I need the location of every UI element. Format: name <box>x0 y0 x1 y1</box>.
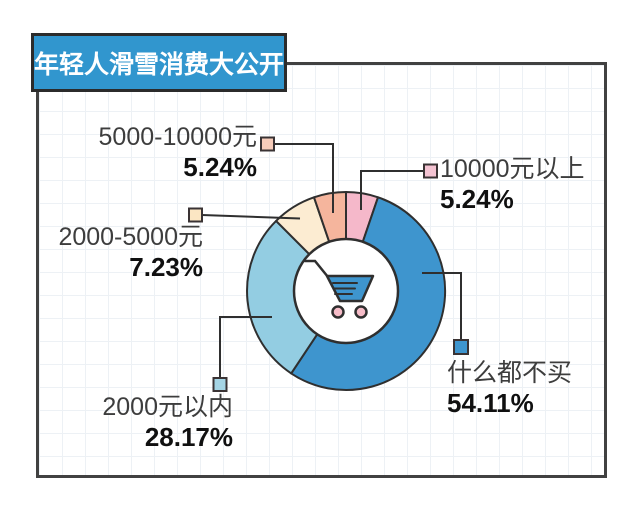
shopping-cart-icon <box>303 259 375 319</box>
callout-10000-plus: 10000元以上 5.24% <box>440 155 585 215</box>
callout-line-under-2000 <box>219 316 272 378</box>
callout-percent: 5.24% <box>183 152 257 182</box>
callout-label: 10000元以上 <box>440 155 585 183</box>
callout-label: 什么都不买 <box>447 359 573 387</box>
cart-wheel-left <box>331 305 345 319</box>
cart-wheel-right <box>354 305 368 319</box>
callout-percent: 28.17% <box>144 422 233 452</box>
callout-percent: 7.23% <box>129 252 203 282</box>
marker-buy-nothing-icon <box>453 339 469 355</box>
callout-5000-10000: 5000-10000元 5.24% <box>58 123 257 183</box>
page-title: 年轻人滑雪消费大公开 <box>34 50 285 79</box>
callout-line-5000-10000 <box>274 143 334 213</box>
marker-under-2000-icon <box>212 377 228 392</box>
callout-2000-5000: 2000-5000元 7.23% <box>55 223 203 283</box>
callout-label: 5000-10000元 <box>98 123 257 151</box>
callout-buy-nothing: 什么都不买 54.11% <box>447 359 572 419</box>
callout-label: 2000元以内 <box>102 393 233 421</box>
title-badge: 年轻人滑雪消费大公开 <box>31 33 287 92</box>
marker-5000-10000-icon <box>260 136 275 152</box>
marker-10000-plus-icon <box>423 163 438 179</box>
callout-line-buy-nothing <box>422 272 462 340</box>
callout-percent: 5.24% <box>440 184 514 214</box>
callout-line-10000-plus <box>360 170 424 210</box>
callout-line-2000-5000 <box>201 214 301 220</box>
callout-percent: 54.11% <box>447 388 534 418</box>
marker-2000-5000-icon <box>188 207 203 223</box>
callout-markers <box>188 136 469 392</box>
callout-lines <box>201 143 462 378</box>
callout-label: 2000-5000元 <box>58 223 203 251</box>
callout-under-2000: 2000元以内 28.17% <box>85 393 233 453</box>
